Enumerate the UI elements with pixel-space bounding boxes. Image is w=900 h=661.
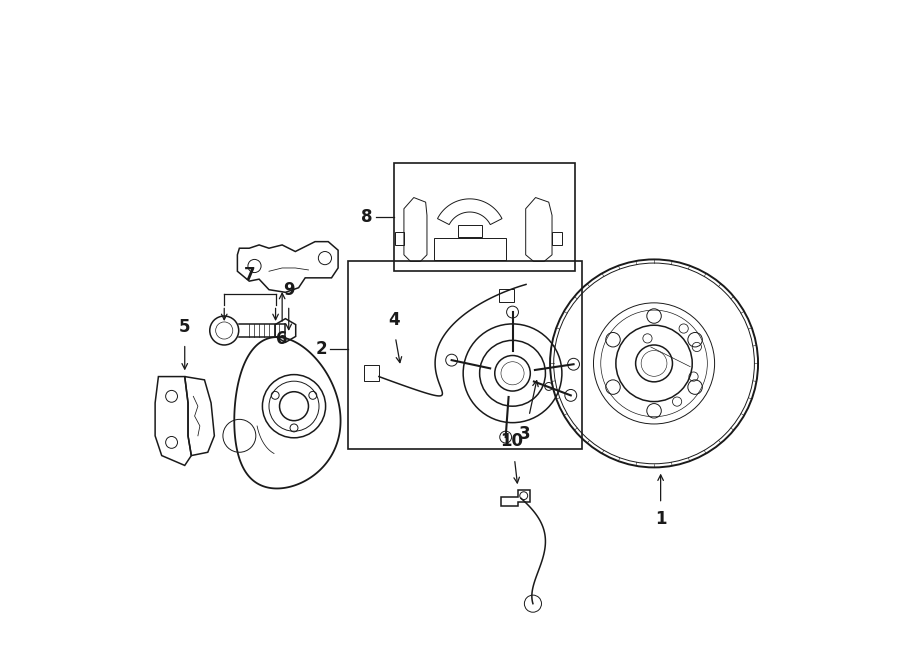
Bar [500,289,514,302]
Bar [394,163,575,271]
Text: 6: 6 [276,330,288,348]
Bar [348,261,581,449]
Text: 10: 10 [500,432,523,449]
Text: 8: 8 [362,208,373,226]
Text: 3: 3 [518,424,530,443]
Text: 1: 1 [655,510,666,528]
Text: 4: 4 [388,311,400,329]
Text: 9: 9 [283,281,294,299]
Bar [364,366,379,381]
Text: 5: 5 [179,318,191,336]
Text: 2: 2 [315,340,327,358]
Text: 7: 7 [244,266,256,284]
